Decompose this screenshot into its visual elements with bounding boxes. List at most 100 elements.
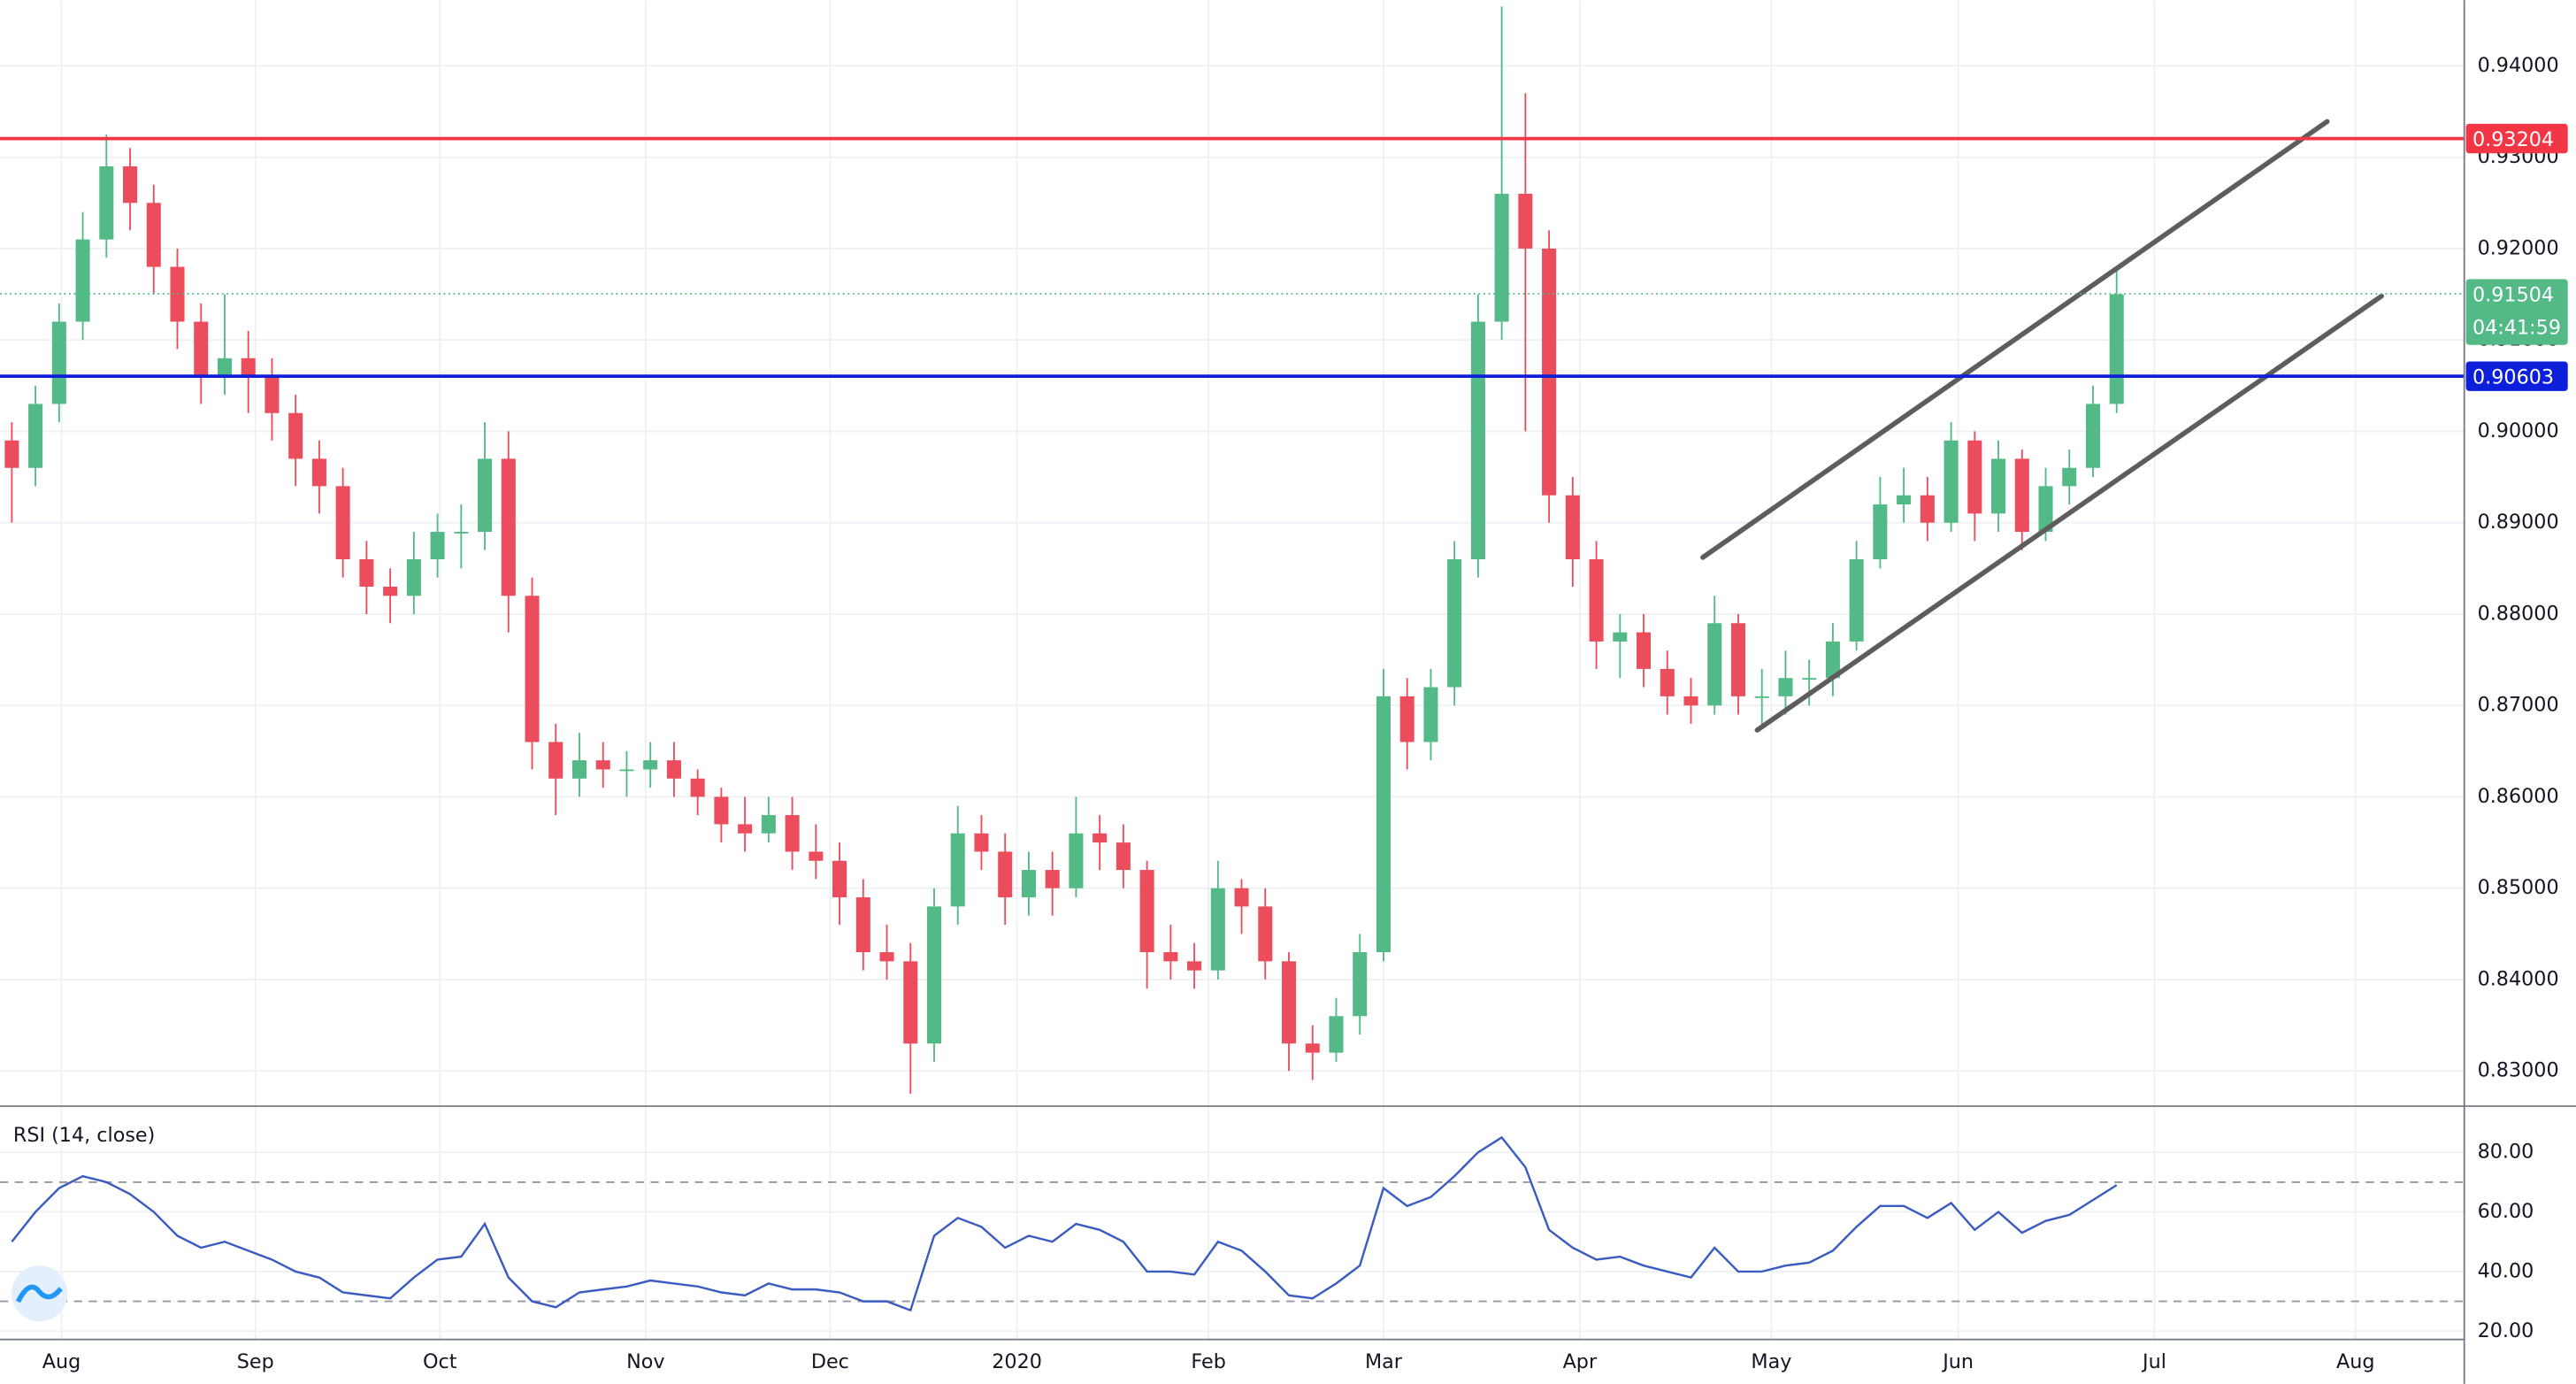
candle-body [99, 165, 114, 240]
x-tick-label: Aug [2336, 1350, 2374, 1373]
candle-body [2109, 294, 2124, 404]
y-tick-label: 0.89000 [2478, 511, 2559, 534]
candle-body [1707, 623, 1722, 706]
candle-body [690, 778, 705, 797]
candle-body [998, 851, 1013, 898]
candle-body [1234, 888, 1249, 907]
x-tick-label: Sep [237, 1350, 274, 1373]
candle-body [1021, 870, 1036, 898]
candle-body [714, 796, 729, 825]
candle-body [430, 532, 445, 559]
candle-body [785, 815, 800, 852]
candle-body [1494, 193, 1509, 322]
candle-body [761, 815, 776, 834]
candle-body [974, 833, 989, 852]
candle-body [1991, 458, 2006, 514]
candle-body [619, 769, 634, 772]
candle-body [1565, 495, 1580, 559]
candle-body [1399, 696, 1414, 742]
candle-body [738, 824, 753, 834]
candle-body [643, 760, 658, 770]
candle-body [454, 532, 469, 534]
candle-body [1778, 678, 1793, 696]
candle-body [1470, 321, 1485, 559]
countdown-label: 04:41:59 [2472, 317, 2561, 340]
candle-body [926, 906, 942, 1044]
candle-body [571, 760, 587, 779]
y-tick-label: 40.00 [2478, 1259, 2534, 1282]
candle-body [2014, 458, 2029, 533]
last-price-box [2465, 279, 2568, 345]
candle-body [1613, 632, 1628, 642]
candle-body [51, 321, 66, 404]
candle-body [1447, 558, 1462, 688]
candle-body [525, 596, 540, 742]
y-tick-label: 0.90000 [2478, 419, 2559, 442]
candle-body [809, 851, 824, 861]
labels-layer: Aug Sep Oct Nov Dec 2020 Feb Mar Apr May Jun Jul Aug… [42, 54, 2568, 1373]
candle-body [1353, 952, 1368, 1017]
candle-body [406, 558, 421, 596]
candle-body [1920, 495, 1935, 523]
candle-body [879, 952, 894, 962]
grid-layer [0, 0, 2465, 1340]
candle-body [950, 833, 965, 907]
rsi-title: RSI (14, close) [13, 1124, 155, 1147]
x-tick-label: Mar [1365, 1350, 1403, 1373]
candle-body [478, 458, 493, 533]
candle-body [1163, 952, 1178, 962]
candle-body [1092, 833, 1108, 843]
candle-body [1589, 558, 1604, 642]
y-tick-label: 0.88000 [2478, 602, 2559, 625]
candle-body [1329, 1016, 1344, 1053]
candle-body [1730, 623, 1745, 696]
candle-body [146, 203, 161, 267]
trend-line [1754, 293, 2384, 733]
candle-body [288, 412, 303, 459]
candle-body [1825, 641, 1840, 679]
candle-body [28, 404, 43, 468]
rsi-line [11, 1135, 2118, 1312]
candle-body [383, 586, 398, 596]
x-tick-label: Aug [42, 1350, 80, 1373]
candle-body [1518, 193, 1533, 249]
level-box [2465, 361, 2568, 391]
candle-body [1849, 558, 1864, 642]
candle-body [1305, 1043, 1320, 1053]
candle-body [1423, 687, 1438, 742]
candle-body [1897, 495, 1912, 505]
y-tick-label: 0.86000 [2478, 785, 2559, 808]
level-label: 0.90603 [2472, 366, 2554, 389]
y-tick-label: 0.85000 [2478, 876, 2559, 899]
candle-body [264, 376, 280, 413]
candle-body [548, 742, 564, 779]
candle-body [1944, 440, 1959, 523]
marks-layer [0, 6, 2465, 1312]
candle-body [1542, 248, 1557, 496]
y-tick-label: 0.94000 [2478, 54, 2559, 77]
candle-body [1258, 906, 1273, 962]
candle-body [2038, 486, 2053, 533]
y-tick-label: 60.00 [2478, 1200, 2534, 1223]
candle-body [123, 165, 138, 204]
candle-body [75, 239, 90, 322]
candle-body [1660, 668, 1675, 696]
candle-body [595, 760, 610, 770]
candle-body [170, 266, 185, 322]
candle-body [1187, 961, 1202, 971]
candle-body [217, 358, 232, 377]
y-tick-label: 20.00 [2478, 1319, 2534, 1342]
candle-body [1873, 504, 1888, 559]
y-tick-label: 80.00 [2478, 1141, 2534, 1164]
candle-body [1281, 961, 1297, 1044]
candle-body [4, 440, 19, 468]
candle-body [359, 558, 374, 587]
candle-body [311, 458, 326, 487]
candle-body [501, 458, 516, 596]
last-price-label: 0.91504 [2472, 283, 2554, 306]
candle-body [1802, 678, 1817, 680]
candle-body [1683, 696, 1698, 706]
